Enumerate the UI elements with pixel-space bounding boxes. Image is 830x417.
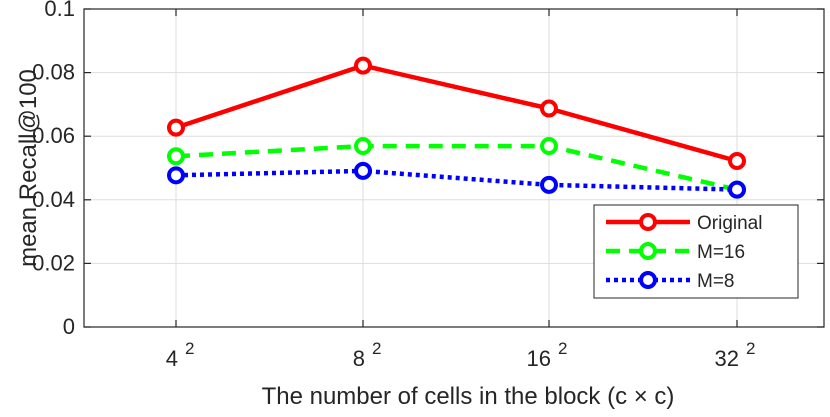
y-tick-label: 0.06: [32, 123, 75, 148]
x-tick-exponent: 2: [558, 339, 567, 358]
legend: Original M=16 M=8: [593, 204, 799, 299]
data-point: [167, 147, 185, 166]
x-tick-label: 16: [527, 346, 551, 371]
data-point: [167, 118, 185, 137]
series-original: [167, 56, 746, 171]
legend-marker: [639, 271, 657, 289]
data-point: [728, 152, 746, 171]
y-axis-label: mean Recall@100: [15, 69, 42, 267]
series-line: [175, 63, 738, 164]
data-point: [354, 161, 372, 180]
y-tick-label: 0.04: [32, 187, 75, 212]
series-line: [175, 168, 738, 192]
data-point: [540, 99, 558, 118]
y-tick-label: 0.1: [44, 0, 75, 21]
legend-marker: [639, 213, 657, 231]
y-tick-label: 0.02: [32, 250, 75, 275]
data-point: [540, 137, 558, 156]
legend-label: Original: [697, 213, 762, 234]
axis-ticks: 00.020.040.060.080.14 2 8 2 16 2 32 2: [32, 0, 824, 371]
x-tick-label: 8: [353, 346, 365, 371]
legend-item: M=8: [606, 271, 735, 292]
legend-label: M=8: [697, 271, 735, 292]
data-point: [540, 175, 558, 194]
x-tick-exponent: 2: [185, 339, 194, 358]
series-m-8: [167, 161, 746, 199]
x-tick-label: 32: [715, 346, 739, 371]
series: [167, 56, 746, 199]
y-tick-label: 0: [63, 314, 75, 339]
data-point: [728, 180, 746, 199]
plot-frame: [83, 8, 825, 328]
data-point: [354, 56, 372, 75]
data-point: [354, 137, 372, 156]
data-point: [167, 166, 185, 185]
legend-label: M=16: [697, 242, 745, 263]
legend-box: [593, 204, 799, 299]
x-tick-exponent: 2: [746, 339, 755, 358]
series-line: [175, 143, 738, 192]
legend-item: Original: [606, 213, 762, 234]
x-tick-label: 4: [166, 346, 178, 371]
legend-marker: [639, 242, 657, 260]
x-axis-label: The number of cells in the block (c × c): [262, 383, 675, 410]
legend-item: M=16: [606, 242, 745, 263]
x-tick-exponent: 2: [372, 339, 381, 358]
y-tick-label: 0.08: [32, 60, 75, 85]
